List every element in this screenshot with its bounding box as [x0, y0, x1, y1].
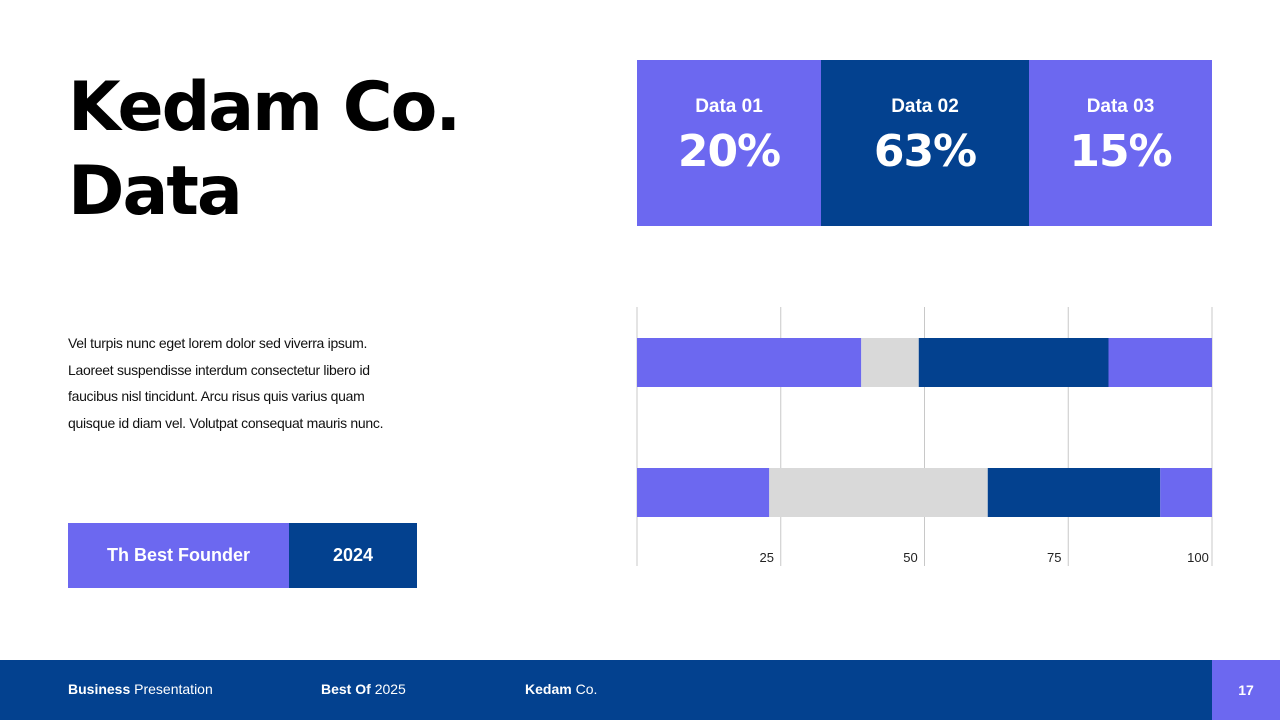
- stat-value: 20%: [677, 126, 781, 177]
- footer-best-of-bold: Best Of: [321, 681, 371, 697]
- x-tick-label: 25: [760, 550, 774, 565]
- footer-business-rest: Presentation: [134, 681, 213, 697]
- footer-company: Kedam Co.: [525, 681, 597, 697]
- badge-year: 2024: [289, 523, 417, 588]
- bar-segment-row2-s3: [987, 468, 1161, 517]
- body-line-3: faucibus nisl tincidunt. Arcu risus quis…: [68, 388, 365, 404]
- x-tick-label: 100: [1187, 550, 1209, 565]
- body-line-4: quisque id diam vel. Volutpat consequat …: [68, 414, 384, 431]
- bar-segment-row2-s4: [1160, 468, 1212, 517]
- bar-segment-row1-s4: [1108, 338, 1212, 387]
- slide-title-line-2: Data: [68, 152, 243, 231]
- stat-card-2: Data 02 63%: [821, 60, 1029, 226]
- founder-badge: Th Best Founder 2024: [68, 523, 417, 588]
- bar-segment-row1-s2: [861, 338, 919, 387]
- stat-card-3: Data 03 15%: [1029, 60, 1212, 226]
- bar-segment-row1-s3: [918, 338, 1109, 387]
- stats-panel: Data 01 20% Data 02 63% Data 03 15%: [637, 60, 1212, 226]
- footer-best-of-rest: 2025: [374, 681, 406, 697]
- badge-label: Th Best Founder: [68, 523, 289, 588]
- stacked-bar-chart: 25 50 75 100: [630, 300, 1230, 580]
- chart-canvas: 25 50 75 100: [636, 307, 1213, 566]
- stat-label: Data 02: [891, 96, 959, 117]
- footer-bar: Business Presentation Best Of 2025 Kedam…: [0, 660, 1280, 720]
- stat-card-1: Data 01 20%: [637, 60, 821, 226]
- body-paragraph: Vel turpis nunc eget lorem dolor sed viv…: [68, 330, 428, 436]
- stat-label: Data 03: [1086, 96, 1155, 117]
- slide-title-line-1: Kedam Co.: [68, 68, 461, 147]
- bar-segment-row2-s1: [637, 468, 770, 517]
- bar-segment-row1-s1: [637, 338, 862, 387]
- footer-business-bold: Business: [68, 681, 131, 697]
- bar-segment-row2-s2: [769, 468, 988, 517]
- stat-value: 15%: [1069, 126, 1172, 177]
- body-line-1: Vel turpis nunc eget lorem dolor sed viv…: [68, 335, 368, 351]
- stat-value: 63%: [873, 126, 977, 177]
- x-tick-label: 50: [903, 550, 917, 565]
- stat-label: Data 01: [695, 96, 763, 117]
- x-tick-label: 75: [1047, 550, 1061, 565]
- body-line-2: Laoreet suspendisse interdum consectetur…: [68, 361, 370, 378]
- footer-business: Business Presentation: [68, 681, 213, 697]
- footer-company-bold: Kedam: [525, 681, 572, 697]
- footer-company-rest: Co.: [575, 681, 598, 697]
- page-number: 17: [1212, 660, 1280, 720]
- slide-title: Kedam Co. Data: [68, 66, 568, 234]
- footer-best-of: Best Of 2025: [321, 681, 406, 697]
